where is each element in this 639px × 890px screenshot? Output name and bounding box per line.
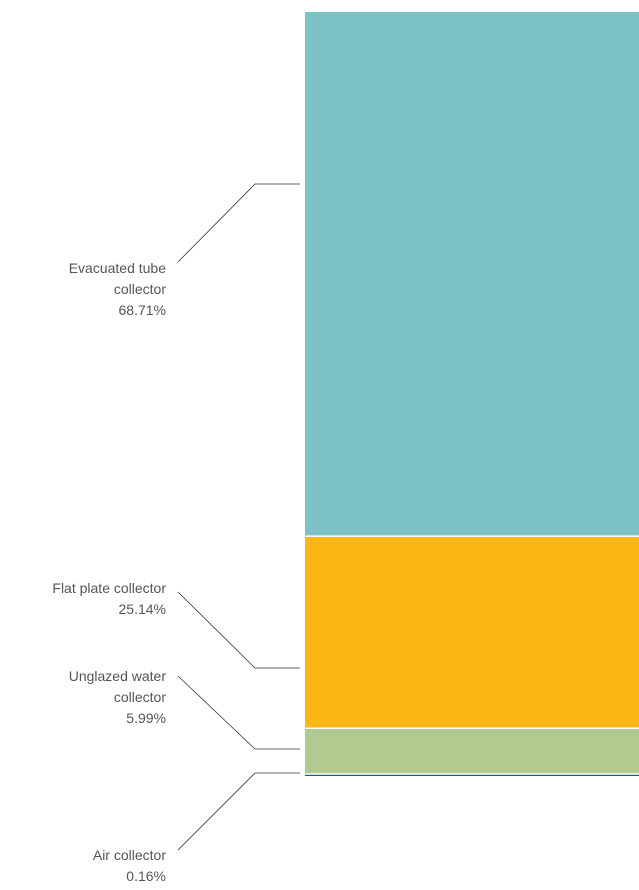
segment-label: Evacuated tube collector 68.71% bbox=[16, 258, 166, 321]
leader-line bbox=[177, 675, 300, 750]
leader-line bbox=[177, 183, 300, 263]
value-label: 0.16% bbox=[126, 868, 166, 884]
category-name: Unglazed water collector bbox=[68, 668, 166, 705]
segment-label: Air collector 0.16% bbox=[16, 845, 166, 887]
value-label: 25.14% bbox=[118, 601, 166, 617]
bar-segment bbox=[305, 729, 639, 774]
bar-segment bbox=[305, 12, 639, 536]
bar-segment bbox=[305, 774, 639, 776]
leader-line bbox=[177, 772, 300, 851]
category-name: Flat plate collector bbox=[52, 580, 166, 596]
category-name: Evacuated tube collector bbox=[68, 260, 166, 297]
bar-segment bbox=[305, 536, 639, 728]
segment-label: Unglazed water collector 5.99% bbox=[16, 666, 166, 729]
value-label: 68.71% bbox=[118, 302, 166, 318]
value-label: 5.99% bbox=[126, 710, 166, 726]
leader-line bbox=[177, 591, 300, 669]
category-name: Air collector bbox=[92, 847, 166, 863]
segment-label: Flat plate collector 25.14% bbox=[16, 578, 166, 620]
